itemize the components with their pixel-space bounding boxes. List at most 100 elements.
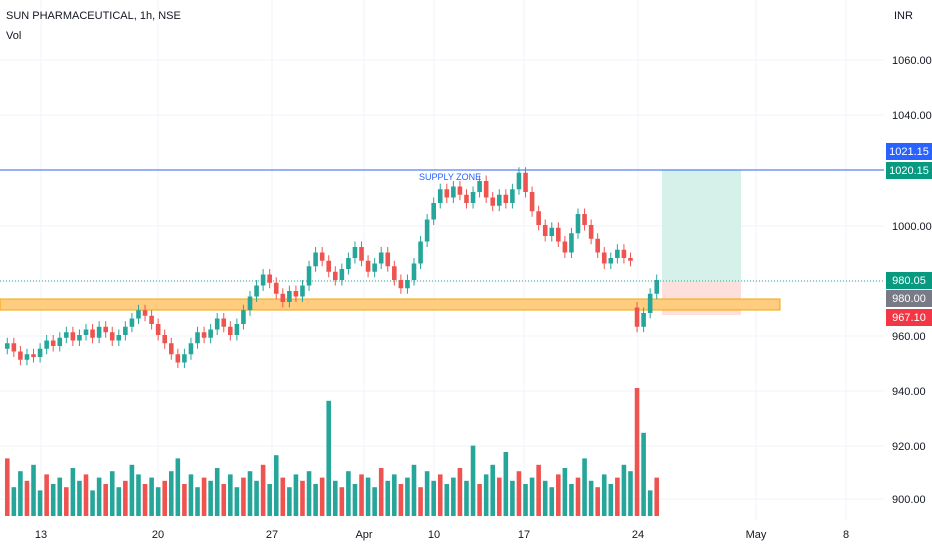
volume-indicator-label[interactable]: Vol xyxy=(6,30,22,42)
candle-body xyxy=(575,214,581,234)
candle-body xyxy=(647,293,653,313)
volume-bar xyxy=(64,487,69,516)
volume-bar xyxy=(457,468,463,516)
candle-body xyxy=(556,227,561,242)
volume-bar xyxy=(77,480,82,516)
candle-body xyxy=(444,189,450,198)
demand-zone[interactable] xyxy=(0,298,781,311)
candle-body xyxy=(595,238,600,253)
candle-body xyxy=(221,318,227,327)
volume-bar xyxy=(418,487,423,516)
candle-body xyxy=(306,266,312,286)
candle-body xyxy=(267,274,272,283)
candle-body xyxy=(326,260,332,272)
volume-bar xyxy=(50,484,56,516)
volume-bar xyxy=(392,474,397,516)
volume-bar xyxy=(267,484,272,516)
volume-bar xyxy=(247,471,253,516)
candle-body xyxy=(208,329,213,338)
volume-bar xyxy=(221,484,227,516)
candle-body xyxy=(621,249,627,258)
x-tick-label: 13 xyxy=(35,529,47,541)
candle-body xyxy=(4,343,10,349)
candle-body xyxy=(378,252,384,264)
volume-bar xyxy=(116,487,122,516)
volume-bar xyxy=(287,487,292,516)
volume-bar xyxy=(44,474,49,516)
volume-bar xyxy=(241,477,246,516)
volume-bar xyxy=(575,477,581,516)
candle-body xyxy=(385,252,391,267)
volume-bar xyxy=(411,464,417,516)
volume-bar xyxy=(332,480,338,516)
volume-bar xyxy=(293,474,299,516)
volume-bar xyxy=(168,471,174,516)
volume-bar xyxy=(313,484,318,516)
volume-bar xyxy=(254,480,259,516)
volume-bar xyxy=(641,432,646,516)
candle-body xyxy=(365,260,371,272)
candle-body xyxy=(241,310,246,324)
candle-body xyxy=(359,247,364,261)
time-axis[interactable]: 13 20 27 Apr 10 17 24 May 8 xyxy=(35,529,849,541)
candle-body xyxy=(77,335,82,341)
y-tick-label: 1040.00 xyxy=(892,110,932,122)
candle-body xyxy=(582,214,587,225)
candle-body xyxy=(234,324,240,335)
volume-bar xyxy=(431,480,436,516)
candle-body xyxy=(398,280,404,289)
candle-body xyxy=(214,318,220,330)
x-tick-label: May xyxy=(746,529,767,541)
currency-label: INR xyxy=(894,10,913,22)
volume-bar xyxy=(11,487,17,516)
volume-bars xyxy=(4,388,660,516)
grid-lines xyxy=(0,0,884,520)
candle-body xyxy=(195,332,200,344)
candle-body xyxy=(464,194,469,203)
x-tick-label: Apr xyxy=(355,529,372,541)
volume-bar xyxy=(359,474,364,516)
volume-bar xyxy=(306,471,312,516)
candle-body xyxy=(641,313,646,327)
volume-bar xyxy=(365,477,371,516)
y-tick-label: 960.00 xyxy=(892,331,926,343)
candle-body xyxy=(516,172,522,190)
volume-bar xyxy=(214,468,220,516)
volume-bar xyxy=(536,464,541,516)
volume-bar xyxy=(96,477,102,516)
volume-bar xyxy=(523,484,528,516)
volume-bar xyxy=(601,474,607,516)
candle-body xyxy=(490,197,496,206)
candle-body xyxy=(451,186,456,198)
y-tick-label: 920.00 xyxy=(892,441,926,453)
target-zone[interactable] xyxy=(662,170,741,281)
candle-body xyxy=(70,332,76,341)
candle-body xyxy=(129,318,135,327)
symbol-title[interactable]: SUN PHARMACEUTICAL, 1h, NSE xyxy=(6,10,181,22)
volume-bar xyxy=(628,471,633,516)
candle-body xyxy=(103,326,108,333)
svg-text:980.00: 980.00 xyxy=(892,293,926,305)
svg-text:980.05: 980.05 xyxy=(892,275,926,287)
volume-bar xyxy=(352,484,358,516)
candle-body xyxy=(44,340,49,349)
candle-body xyxy=(496,194,502,206)
y-tick-label: 940.00 xyxy=(892,386,926,398)
candle-body xyxy=(50,340,56,346)
volume-bar xyxy=(588,480,594,516)
y-tick-label: 900.00 xyxy=(892,494,926,506)
x-tick-label: 27 xyxy=(266,529,278,541)
volume-bar xyxy=(326,400,332,516)
candle-body xyxy=(608,258,614,264)
candle-body xyxy=(634,307,640,327)
volume-bar xyxy=(516,471,522,516)
x-tick-label: 20 xyxy=(152,529,164,541)
candle-body xyxy=(424,219,430,242)
svg-text:1021.15: 1021.15 xyxy=(889,146,929,158)
price-candles[interactable] xyxy=(4,167,660,368)
candle-body xyxy=(352,247,358,258)
candle-body xyxy=(168,343,174,355)
candle-body xyxy=(339,269,345,280)
volume-bar xyxy=(556,474,561,516)
